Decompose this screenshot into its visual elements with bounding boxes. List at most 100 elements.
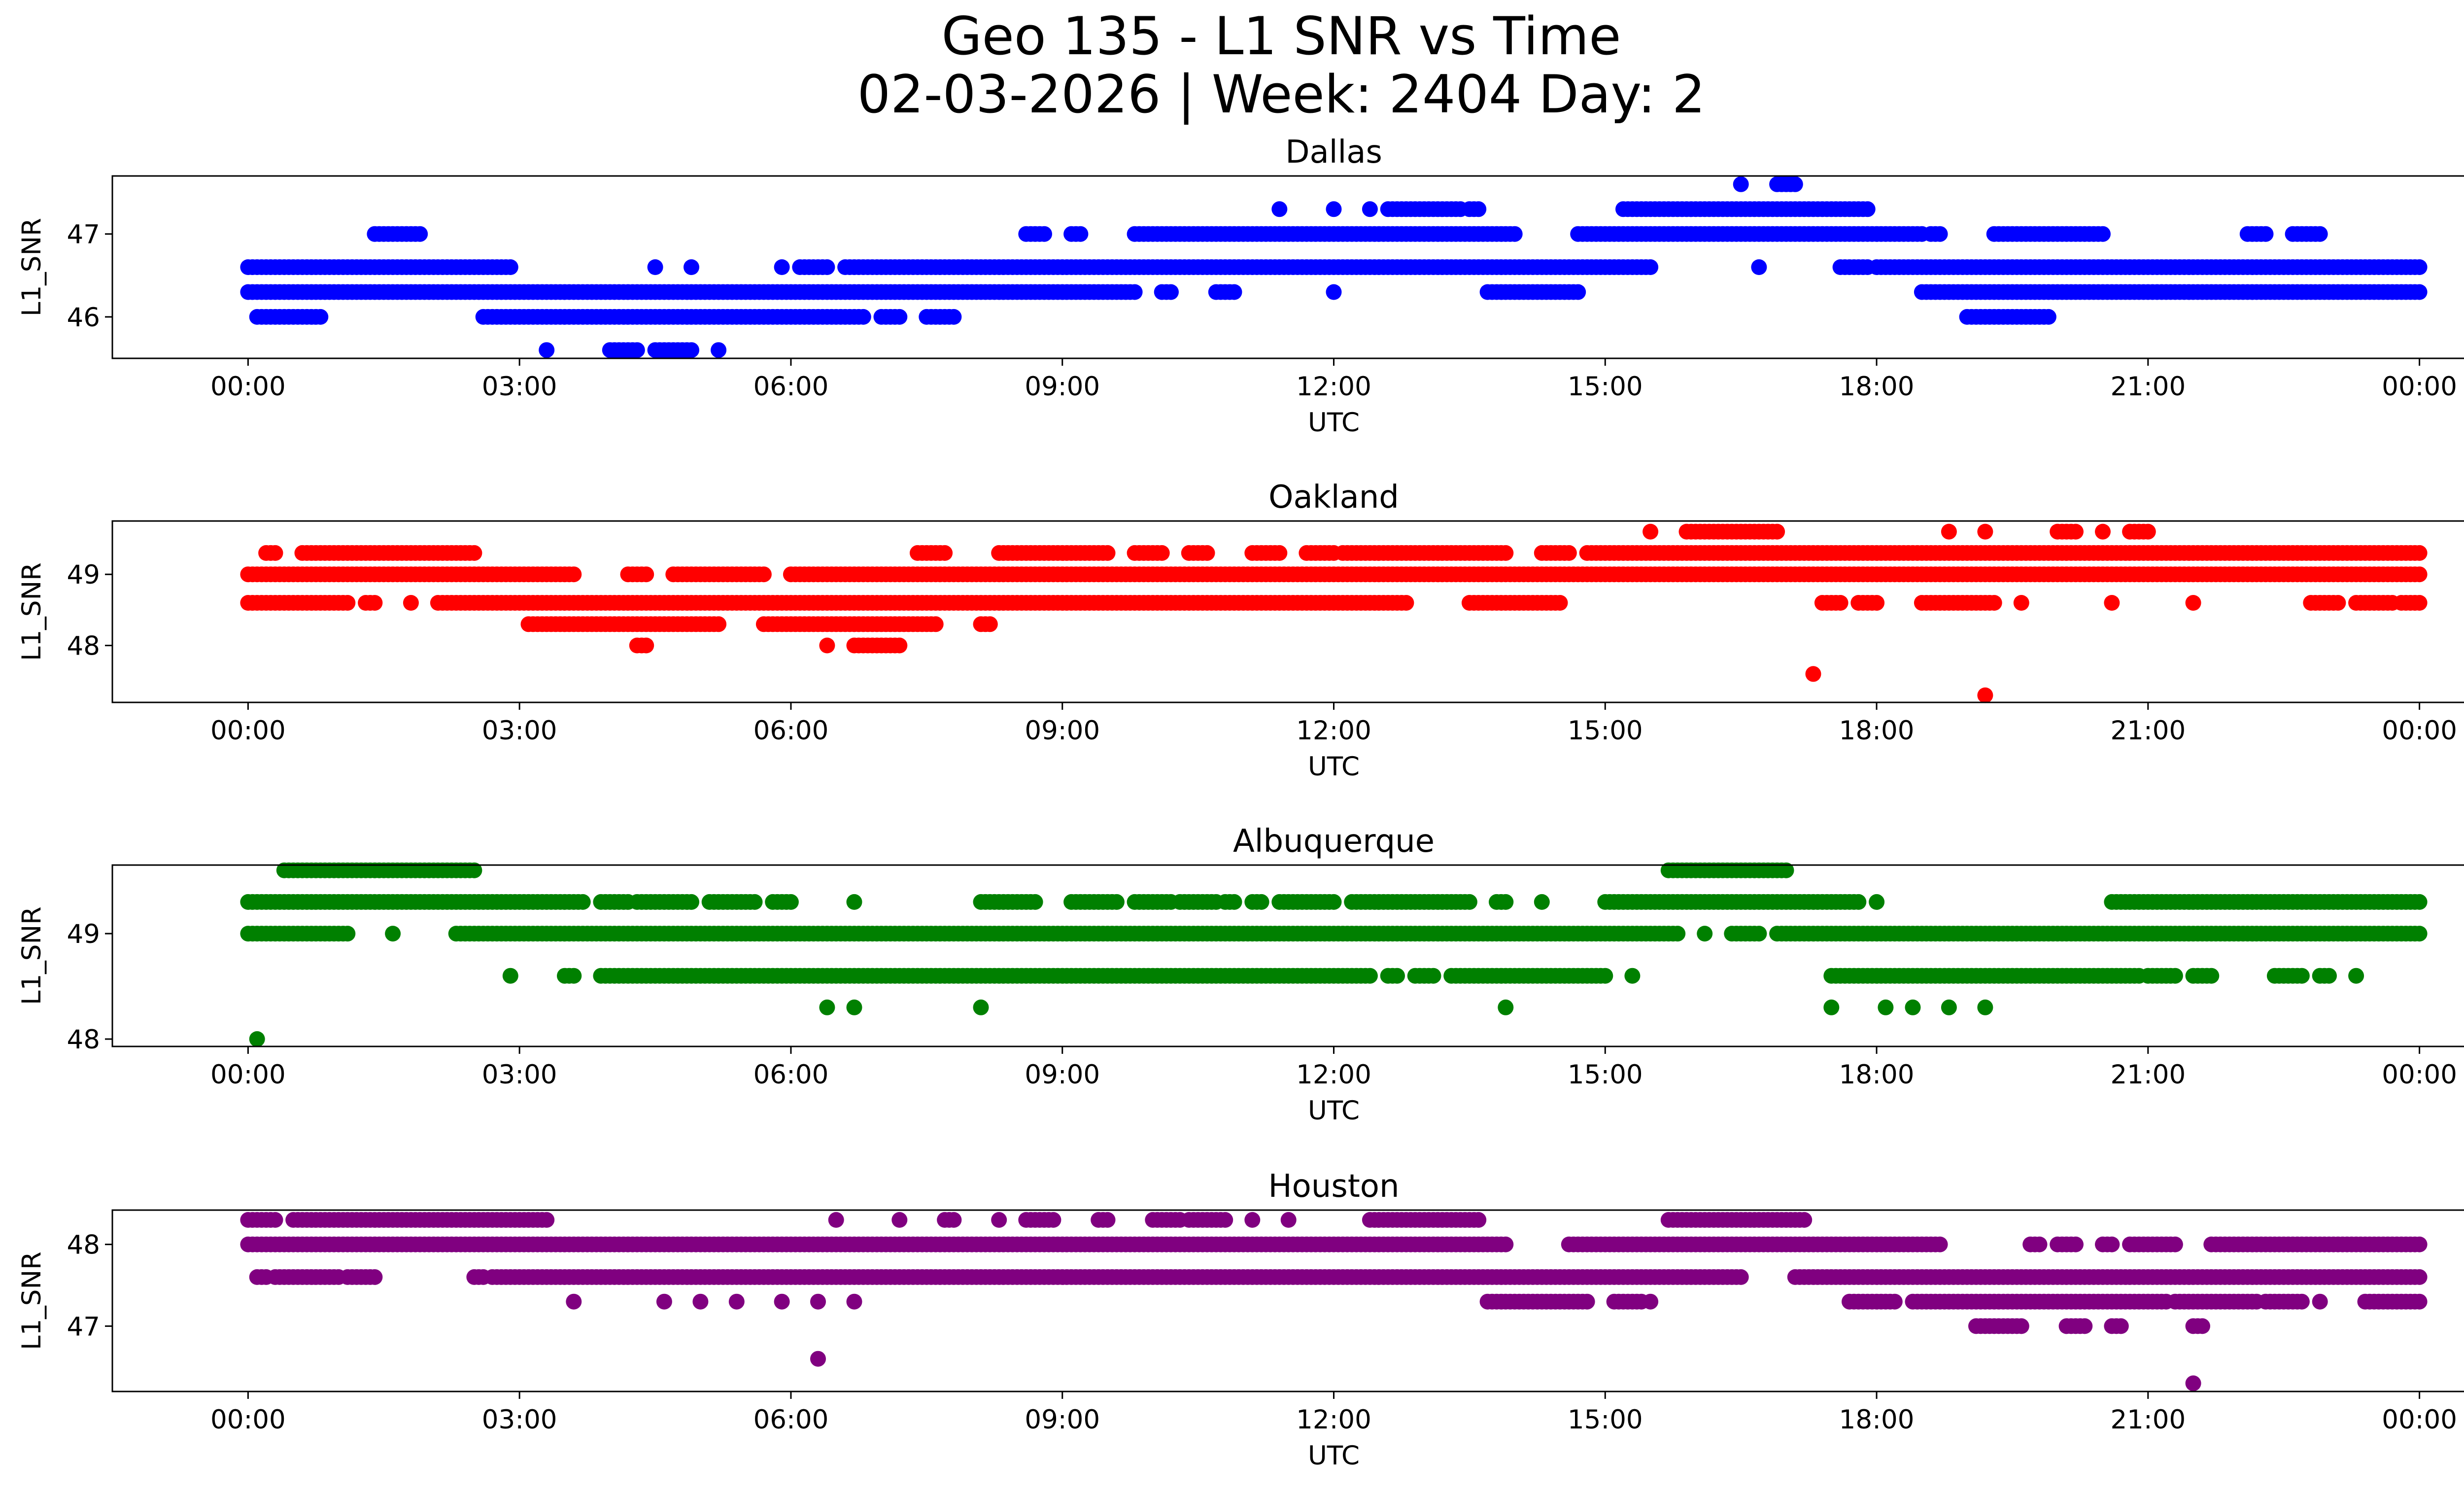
data-point — [692, 1293, 709, 1310]
data-point — [2330, 595, 2346, 611]
data-point — [1597, 968, 1613, 984]
data-point — [1271, 201, 1288, 217]
data-point — [1253, 894, 1269, 910]
data-point — [539, 1212, 555, 1228]
data-point — [1986, 595, 2002, 611]
data-point — [2185, 1375, 2201, 1391]
x-tick-label: 12:00 — [1296, 1405, 1371, 1435]
y-tick-label: 47 — [67, 220, 100, 250]
data-point — [1905, 999, 1921, 1015]
y-axis-label-dallas: L1_SNR — [17, 218, 47, 316]
data-point — [647, 259, 663, 275]
x-tick-label: 00:00 — [210, 716, 286, 746]
data-point — [1036, 226, 1052, 242]
x-axis-label-albuquerque: UTC — [1308, 1096, 1360, 1126]
data-point — [819, 259, 835, 275]
data-point — [927, 616, 944, 632]
data-point — [1561, 545, 1577, 561]
x-axis-label-dallas: UTC — [1308, 408, 1360, 438]
data-point — [1498, 999, 1514, 1015]
data-point — [1326, 201, 1342, 217]
data-point — [1217, 1212, 1233, 1228]
data-point — [1869, 595, 1885, 611]
x-tick-label: 15:00 — [1568, 716, 1643, 746]
y-tick-label: 46 — [67, 303, 100, 333]
data-point — [1506, 226, 1523, 242]
data-point — [566, 968, 582, 984]
data-point — [2411, 894, 2428, 910]
x-tick-label: 21:00 — [2110, 716, 2186, 746]
data-point — [946, 309, 962, 325]
data-point — [1226, 894, 1242, 910]
data-point — [539, 342, 555, 358]
data-point — [575, 894, 591, 910]
x-tick-label: 18:00 — [1839, 1060, 1915, 1090]
data-point — [774, 259, 790, 275]
data-point — [1850, 894, 1867, 910]
x-tick-label: 03:00 — [482, 1060, 557, 1090]
x-tick-label: 06:00 — [753, 372, 829, 402]
data-point — [1832, 595, 1848, 611]
data-point — [937, 545, 953, 561]
data-point — [1643, 259, 1659, 275]
data-point — [2140, 523, 2156, 540]
data-point — [2293, 968, 2310, 984]
y-axis-label-houston: L1_SNR — [17, 1252, 47, 1350]
data-point — [1751, 259, 1767, 275]
data-point — [2040, 309, 2056, 325]
x-tick-label: 18:00 — [1839, 372, 1915, 402]
data-point — [1869, 894, 1885, 910]
subplot-title-houston: Houston — [1268, 1168, 1400, 1205]
data-point — [502, 259, 518, 275]
data-point — [2411, 1269, 2428, 1285]
data-point — [946, 1212, 962, 1228]
data-point — [656, 1293, 672, 1310]
x-tick-label: 18:00 — [1839, 1405, 1915, 1435]
data-point — [1733, 176, 1749, 192]
data-point — [249, 1031, 265, 1047]
x-tick-label: 06:00 — [753, 1405, 829, 1435]
x-tick-label: 15:00 — [1568, 372, 1643, 402]
data-point — [1643, 523, 1659, 540]
y-tick-label: 48 — [67, 631, 100, 661]
data-point — [1570, 284, 1586, 300]
data-point — [1787, 176, 1803, 192]
data-point — [1498, 1236, 1514, 1252]
x-tick-label: 21:00 — [2110, 1405, 2186, 1435]
data-point — [2095, 523, 2111, 540]
data-point — [2031, 1236, 2048, 1252]
x-tick-label: 03:00 — [482, 716, 557, 746]
x-tick-label: 06:00 — [753, 1060, 829, 1090]
y-axis-label-albuquerque: L1_SNR — [17, 906, 47, 1005]
data-point — [1362, 968, 1378, 984]
x-tick-label: 00:00 — [2382, 716, 2457, 746]
x-tick-label: 00:00 — [2382, 1060, 2457, 1090]
data-point — [1534, 894, 1550, 910]
x-tick-label: 00:00 — [210, 1060, 286, 1090]
x-tick-label: 12:00 — [1296, 716, 1371, 746]
data-point — [2077, 1318, 2093, 1334]
data-point — [1733, 1269, 1749, 1285]
data-point — [629, 342, 645, 358]
figure-title-line-1: Geo 135 - L1 SNR vs Time — [941, 6, 1621, 67]
data-point — [2348, 968, 2364, 984]
data-point — [1977, 999, 1993, 1015]
data-point — [566, 1293, 582, 1310]
data-point — [846, 894, 862, 910]
data-point — [2068, 1236, 2084, 1252]
data-point — [819, 637, 835, 654]
data-point — [1099, 1212, 1116, 1228]
data-point — [367, 1269, 383, 1285]
data-point — [1154, 545, 1170, 561]
subplot-title-oakland: Oakland — [1268, 479, 1399, 516]
data-point — [340, 595, 356, 611]
data-point — [2258, 226, 2274, 242]
data-point — [2321, 968, 2337, 984]
data-point — [367, 595, 383, 611]
y-tick-label: 47 — [67, 1312, 100, 1342]
data-point — [1244, 1212, 1261, 1228]
data-point — [846, 1293, 862, 1310]
